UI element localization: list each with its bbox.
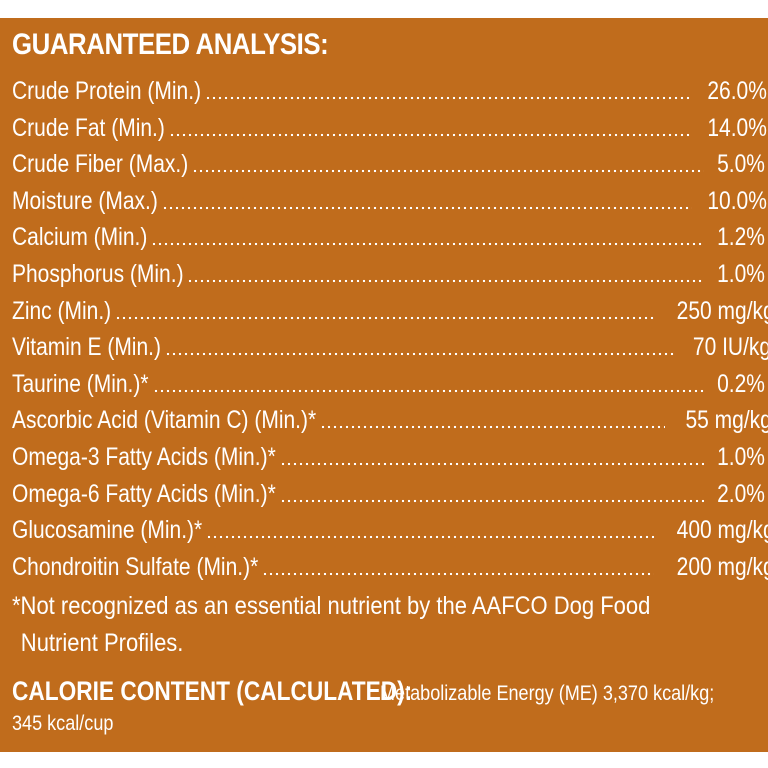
- dot-leader: [279, 462, 705, 466]
- nutrient-value-text: 14.0%: [707, 113, 768, 142]
- dot-leader: [187, 279, 705, 283]
- nutrient-row: Crude Fiber (Max.) 5.0%: [12, 145, 765, 179]
- calorie-energy-per-kg: Metabolizable Energy (ME) 3,370 kcal/kg;: [380, 682, 715, 705]
- dot-leader: [205, 96, 693, 100]
- calorie-energy-per-cup: 345 kcal/cup: [12, 712, 114, 735]
- nutrient-row: Calcium (Min.) 1.2%: [12, 218, 765, 252]
- dot-leader: [164, 352, 674, 357]
- nutrient-value: 400 mg/kg: [658, 515, 768, 545]
- nutrient-row: Omega-6 Fatty Acids (Min.)* 2.0%: [12, 475, 765, 509]
- nutrient-label-text: Vitamin E (Min.): [12, 333, 161, 362]
- nutrient-label-text: Chondroitin Sulfate (Min.)*: [12, 552, 259, 581]
- nutrient-value-text: 200 mg/kg: [676, 552, 768, 581]
- nutrient-row: Vitamin E (Min.) 70 IU/kg: [12, 328, 768, 362]
- nutrient-row: Taurine (Min.)* 0.2%: [12, 365, 765, 399]
- nutrient-value-text: 26.0%: [707, 77, 768, 105]
- guaranteed-analysis-heading: GUARANTEED ANALYSIS:: [12, 28, 329, 61]
- nutrient-row: Ascorbic Acid (Vitamin C) (Min.)* 55 mg/k…: [12, 401, 768, 435]
- nutrient-label: Crude Fat (Min.): [12, 113, 165, 143]
- nutrient-label-text: Crude Protein (Min.): [12, 77, 202, 105]
- nutrient-label: Calcium (Min.): [12, 222, 147, 252]
- nutrient-value: 26.0%: [696, 76, 768, 106]
- nutrient-value: 14.0%: [696, 113, 768, 143]
- guaranteed-analysis-panel: GUARANTEED ANALYSIS: Crude Protein (Min.…: [0, 18, 768, 752]
- dot-leader: [205, 535, 654, 540]
- nutrient-label: Phosphorus (Min.): [12, 259, 184, 289]
- nutrient-label: Taurine (Min.)*: [12, 369, 149, 399]
- dot-leader: [192, 169, 705, 174]
- nutrient-label-text: Crude Fat (Min.): [12, 113, 165, 142]
- calorie-content-heading: CALORIE CONTENT (CALCULATED):: [12, 676, 413, 706]
- dot-leader: [152, 388, 705, 393]
- dot-leader: [320, 425, 666, 430]
- nutrient-value: 2.0%: [708, 479, 765, 509]
- dot-leader: [262, 571, 654, 576]
- nutrient-row: Crude Fat (Min.) 14.0%: [12, 109, 768, 143]
- nutrient-label: Glucosamine (Min.)*: [12, 515, 202, 545]
- nutrient-value-text: 70 IU/kg: [692, 333, 768, 362]
- nutrient-label: Moisture (Max.): [12, 186, 158, 216]
- dot-leader: [168, 132, 693, 137]
- nutrient-label-text: Calcium (Min.): [12, 223, 148, 252]
- nutrient-value: 1.2%: [708, 222, 765, 252]
- nutrient-row: Glucosamine (Min.)* 400 mg/kg: [12, 511, 768, 545]
- nutrient-label: Ascorbic Acid (Vitamin C) (Min.)*: [12, 405, 316, 435]
- nutrient-label: Crude Protein (Min.): [12, 76, 201, 106]
- nutrient-value: 1.0%: [708, 259, 765, 289]
- calorie-content: CALORIE CONTENT (CALCULATED): Metaboliza…: [12, 676, 762, 735]
- nutrient-row: Zinc (Min.) 250 mg/kg: [12, 292, 768, 326]
- nutrient-label: Omega-3 Fatty Acids (Min.)*: [12, 442, 276, 472]
- nutrient-value-text: 55 mg/kg: [685, 406, 768, 435]
- nutrient-label-text: Omega-3 Fatty Acids (Min.)*: [12, 443, 276, 471]
- nutrient-row: Omega-3 Fatty Acids (Min.)* 1.0%: [12, 438, 765, 472]
- nutrient-row: Phosphorus (Min.) 1.0%: [12, 255, 765, 289]
- nutrient-value: 200 mg/kg: [658, 552, 768, 582]
- nutrient-value-text: 0.2%: [717, 369, 766, 398]
- nutrient-value-text: 1.2%: [717, 223, 766, 252]
- nutrient-value-text: 1.0%: [717, 260, 766, 288]
- footnote: *Not recognized as an essential nutrient…: [12, 588, 737, 662]
- nutrient-label-text: Ascorbic Acid (Vitamin C) (Min.)*: [12, 406, 317, 435]
- nutrient-value: 55 mg/kg: [669, 405, 768, 435]
- nutrient-row: Chondroitin Sulfate (Min.)* 200 mg/kg: [12, 548, 768, 582]
- nutrient-value-text: 250 mg/kg: [676, 296, 768, 325]
- footnote-line-1: *Not recognized as an essential nutrient…: [12, 592, 651, 620]
- nutrient-value-text: 400 mg/kg: [676, 516, 768, 545]
- nutrient-value-text: 2.0%: [717, 479, 766, 508]
- nutrient-value-text: 10.0%: [707, 186, 768, 215]
- nutrient-value-text: 5.0%: [717, 150, 766, 179]
- nutrient-label-text: Moisture (Max.): [12, 186, 158, 215]
- nutrient-label: Zinc (Min.): [12, 296, 111, 326]
- nutrient-value: 0.2%: [708, 369, 765, 399]
- dot-leader: [162, 205, 693, 210]
- nutrient-label-text: Glucosamine (Min.)*: [12, 516, 203, 545]
- nutrient-label: Omega-6 Fatty Acids (Min.)*: [12, 479, 276, 509]
- dot-leader: [115, 315, 654, 320]
- dot-leader: [279, 498, 705, 503]
- nutrient-label-text: Taurine (Min.)*: [12, 369, 149, 398]
- nutrient-label: Crude Fiber (Max.): [12, 149, 188, 179]
- nutrient-label-text: Omega-6 Fatty Acids (Min.)*: [12, 479, 276, 508]
- nutrient-label-text: Crude Fiber (Max.): [12, 150, 189, 179]
- nutrient-value: 5.0%: [708, 149, 765, 179]
- nutrient-row: Moisture (Max.) 10.0%: [12, 182, 768, 216]
- footnote-line-2: Nutrient Profiles.: [20, 629, 184, 657]
- nutrient-value: 70 IU/kg: [678, 332, 768, 362]
- nutrient-value: 250 mg/kg: [658, 296, 768, 326]
- nutrient-row: Crude Protein (Min.) 26.0%: [12, 72, 768, 106]
- nutrient-label-text: Phosphorus (Min.): [12, 260, 184, 288]
- nutrient-label: Chondroitin Sulfate (Min.)*: [12, 552, 258, 582]
- nutrient-value: 1.0%: [708, 442, 765, 472]
- nutrient-value-text: 1.0%: [717, 443, 766, 471]
- nutrient-label: Vitamin E (Min.): [12, 332, 161, 362]
- dot-leader: [151, 242, 705, 247]
- nutrient-label-text: Zinc (Min.): [12, 296, 112, 325]
- nutrient-value: 10.0%: [696, 186, 768, 216]
